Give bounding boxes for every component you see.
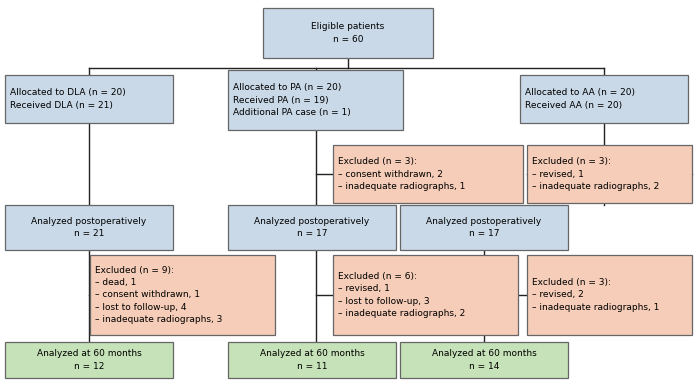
FancyBboxPatch shape xyxy=(263,8,433,58)
Text: Excluded (n = 3):
– revised, 1
– inadequate radiographs, 2: Excluded (n = 3): – revised, 1 – inadequ… xyxy=(532,157,659,191)
FancyBboxPatch shape xyxy=(527,255,692,335)
Text: Analyzed postoperatively
n = 17: Analyzed postoperatively n = 17 xyxy=(427,217,542,238)
FancyBboxPatch shape xyxy=(333,255,518,335)
FancyBboxPatch shape xyxy=(400,342,568,378)
FancyBboxPatch shape xyxy=(5,75,173,123)
FancyBboxPatch shape xyxy=(5,342,173,378)
FancyBboxPatch shape xyxy=(400,205,568,250)
Text: Analyzed postoperatively
n = 17: Analyzed postoperatively n = 17 xyxy=(254,217,369,238)
FancyBboxPatch shape xyxy=(228,342,396,378)
FancyBboxPatch shape xyxy=(90,255,275,335)
FancyBboxPatch shape xyxy=(228,205,396,250)
Text: Allocated to AA (n = 20)
Received AA (n = 20): Allocated to AA (n = 20) Received AA (n … xyxy=(525,88,635,110)
FancyBboxPatch shape xyxy=(228,70,403,130)
Text: Excluded (n = 3):
– revised, 2
– inadequate radiographs, 1: Excluded (n = 3): – revised, 2 – inadequ… xyxy=(532,278,659,312)
Text: Eligible patients
n = 60: Eligible patients n = 60 xyxy=(312,22,385,44)
Text: Allocated to PA (n = 20)
Received PA (n = 19)
Additional PA case (n = 1): Allocated to PA (n = 20) Received PA (n … xyxy=(233,83,351,117)
Text: Analyzed at 60 months
n = 14: Analyzed at 60 months n = 14 xyxy=(431,349,537,371)
Text: Analyzed at 60 months
n = 11: Analyzed at 60 months n = 11 xyxy=(259,349,365,371)
Text: Analyzed postoperatively
n = 21: Analyzed postoperatively n = 21 xyxy=(31,217,146,238)
Text: Analyzed at 60 months
n = 12: Analyzed at 60 months n = 12 xyxy=(37,349,141,371)
FancyBboxPatch shape xyxy=(5,205,173,250)
FancyBboxPatch shape xyxy=(333,145,523,203)
FancyBboxPatch shape xyxy=(527,145,692,203)
Text: Excluded (n = 3):
– consent withdrawn, 2
– inadequate radiographs, 1: Excluded (n = 3): – consent withdrawn, 2… xyxy=(338,157,466,191)
FancyBboxPatch shape xyxy=(520,75,688,123)
Text: Allocated to DLA (n = 20)
Received DLA (n = 21): Allocated to DLA (n = 20) Received DLA (… xyxy=(10,88,125,110)
Text: Excluded (n = 6):
– revised, 1
– lost to follow-up, 3
– inadequate radiographs, : Excluded (n = 6): – revised, 1 – lost to… xyxy=(338,272,466,318)
Text: Excluded (n = 9):
– dead, 1
– consent withdrawn, 1
– lost to follow-up, 4
– inad: Excluded (n = 9): – dead, 1 – consent wi… xyxy=(95,265,222,324)
